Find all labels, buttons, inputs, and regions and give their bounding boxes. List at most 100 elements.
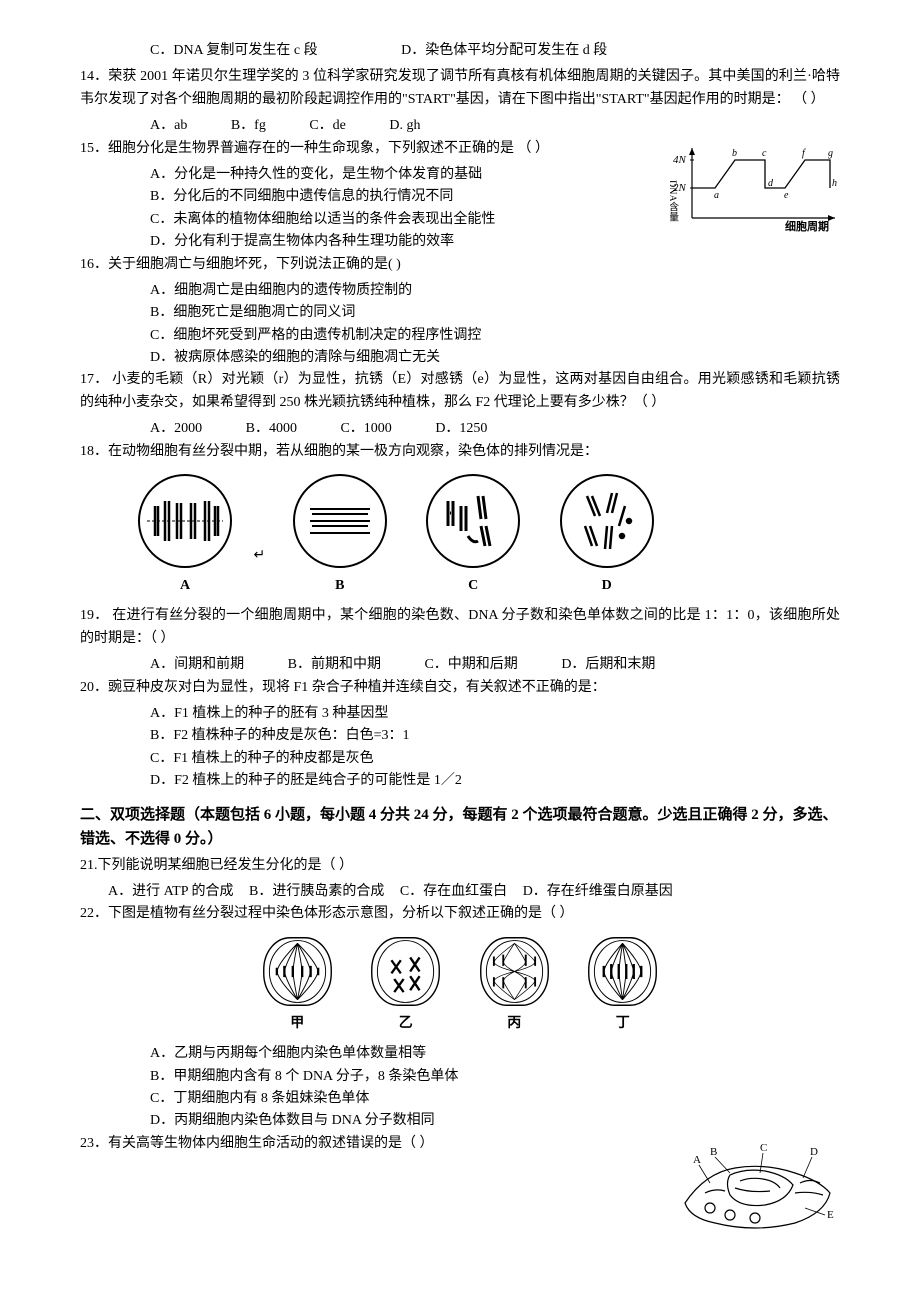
svg-text:4N: 4N xyxy=(673,154,687,166)
q14-num: 14． xyxy=(80,69,108,84)
q22-optb: B．甲期细胞内含有 8 个 DNA 分子，8 条染色单体 xyxy=(80,1066,840,1088)
q17-opta: A．2000 xyxy=(150,418,202,440)
q23-num: 23． xyxy=(80,1136,108,1151)
q20-text: 豌豆种皮灰对白为显性，现将 F1 杂合子种植并连续自交，有关叙述不正确的是： xyxy=(108,680,606,695)
q22-label-2: 丙 xyxy=(477,1013,552,1035)
svg-text:A: A xyxy=(693,1154,701,1166)
q17-optb: B．4000 xyxy=(246,418,297,440)
q21-text: 下列能说明某细胞已经发生分化的是（ ） xyxy=(98,858,354,873)
q20-num: 20． xyxy=(80,680,108,695)
q22-label-3: 丁 xyxy=(585,1013,660,1035)
svg-text:h: h xyxy=(832,178,837,189)
svg-text:a: a xyxy=(714,190,719,201)
q17-text: 小麦的毛颖（R）对光颖（r）为显性，抗锈（E）对感锈（e）为显性，这两对基因自由… xyxy=(80,372,840,409)
q17-optd: D．1250 xyxy=(435,418,487,440)
q22-cell-ding: 丁 xyxy=(585,934,660,1035)
q18-label-c: C xyxy=(423,575,523,597)
q21-num: 21. xyxy=(80,858,98,873)
q15-num: 15． xyxy=(80,141,108,156)
q16-num: 16． xyxy=(80,257,108,272)
q14-options: A．ab B．fg C．de D. gh xyxy=(80,115,840,137)
q19-optc: C．中期和后期 xyxy=(424,654,517,676)
q20-opta: A．F1 植株上的种子的胚有 3 种基因型 xyxy=(80,703,840,725)
q22-num: 22． xyxy=(80,906,108,921)
q14-optc: C．de xyxy=(309,115,346,137)
q14-text: 荣获 2001 年诺贝尔生理学奖的 3 位科学家研究发现了调节所有真核有机体细胞… xyxy=(80,69,840,106)
q21: 21.下列能说明某细胞已经发生分化的是（ ） xyxy=(80,855,840,877)
q17-optc: C．1000 xyxy=(340,418,391,440)
q22-figures: 甲 乙 xyxy=(80,934,840,1035)
q18: 18．在动物细胞有丝分裂中期，若从细胞的某一极方向观察，染色体的排列情况是： xyxy=(80,441,840,463)
q23-diagram: A B C D E xyxy=(675,1133,840,1251)
q19-optb: B．前期和中期 xyxy=(288,654,381,676)
q16-optc: C．细胞坏死受到严格的由遗传机制决定的程序性调控 xyxy=(80,325,840,347)
svg-text:B: B xyxy=(710,1146,717,1158)
svg-text:细胞周期: 细胞周期 xyxy=(785,219,829,233)
q16: 16．关于细胞凋亡与细胞坏死，下列说法正确的是( ) xyxy=(80,254,840,276)
q20-optb: B．F2 植株种子的种皮是灰色：白色=3：1 xyxy=(80,725,840,747)
svg-text:E: E xyxy=(827,1209,834,1221)
q17-options: A．2000 B．4000 C．1000 D．1250 xyxy=(80,418,840,440)
q21-optd: D．存在纤维蛋白原基因 xyxy=(523,884,673,899)
q18-label-b: B xyxy=(290,575,390,597)
q14: 14．荣获 2001 年诺贝尔生理学奖的 3 位科学家研究发现了调节所有真核有机… xyxy=(80,66,840,111)
q15-text: 细胞分化是生物界普遍存在的一种生命现象，下列叙述不正确的是 （ ） xyxy=(108,141,549,156)
q22-cell-yi: 乙 xyxy=(368,934,443,1035)
q18-cell-c: C xyxy=(423,471,523,597)
q20-optd: D．F2 植株上的种子的胚是纯合子的可能性是 1／2 xyxy=(80,770,840,792)
q16-optb: B．细胞死亡是细胞凋亡的同义词 xyxy=(80,302,840,324)
q19-num: 19． xyxy=(80,608,108,623)
svg-text:C: C xyxy=(760,1142,767,1154)
q22-cell-bing: 丙 xyxy=(477,934,552,1035)
q22-optd: D．丙期细胞内染色体数目与 DNA 分子数相同 xyxy=(80,1110,840,1132)
svg-text:g: g xyxy=(828,148,833,159)
q19-opta: A．间期和前期 xyxy=(150,654,244,676)
q16-opta: A．细胞凋亡是由细胞内的遗传物质控制的 xyxy=(80,280,840,302)
q18-label-a: A xyxy=(135,575,235,597)
q17: 17． 小麦的毛颖（R）对光颖（r）为显性，抗锈（E）对感锈（e）为显性，这两对… xyxy=(80,369,840,414)
q16-optd: D．被病原体感染的细胞的清除与细胞凋亡无关 xyxy=(80,347,840,369)
q19-optd: D．后期和末期 xyxy=(561,654,655,676)
q21-opta: A．进行 ATP 的合成 xyxy=(108,884,234,899)
section2-title: 二、双项选择题（本题包括 6 小题，每小题 4 分共 24 分，每题有 2 个选… xyxy=(80,803,840,851)
q22-label-0: 甲 xyxy=(260,1013,335,1035)
q21-optc: C．存在血红蛋白 xyxy=(400,884,507,899)
q20: 20．豌豆种皮灰对白为显性，现将 F1 杂合子种植并连续自交，有关叙述不正确的是… xyxy=(80,677,840,699)
q18-cell-a: A xyxy=(135,471,235,597)
svg-text:f: f xyxy=(802,148,806,159)
q22-optc: C．丁期细胞内有 8 条姐妹染色单体 xyxy=(80,1088,840,1110)
q19-text: 在进行有丝分裂的一个细胞周期中，某个细胞的染色数、DNA 分子数和染色单体数之间… xyxy=(80,608,840,645)
q18-text: 在动物细胞有丝分裂中期，若从细胞的某一极方向观察，染色体的排列情况是： xyxy=(108,444,598,459)
q21-optb: B．进行胰岛素的合成 xyxy=(249,884,384,899)
dna-cycle-diagram: 4N 2N DNA含量 a b c d e f g h 细胞周期 xyxy=(670,138,840,241)
q22-opta: A．乙期与丙期每个细胞内染色单体数量相等 xyxy=(80,1043,840,1065)
q19-options: A．间期和前期 B．前期和中期 C．中期和后期 D．后期和末期 xyxy=(80,654,840,676)
q18-label-d: D xyxy=(557,575,657,597)
q13-optd: D．染色体平均分配可发生在 d 段 xyxy=(401,43,607,58)
q22-label-1: 乙 xyxy=(368,1013,443,1035)
q18-cell-d: D xyxy=(557,471,657,597)
svg-text:e: e xyxy=(784,190,789,201)
q14-optb: B．fg xyxy=(231,115,266,137)
q18-cell-b: B xyxy=(290,471,390,597)
q22-cell-jia: 甲 xyxy=(260,934,335,1035)
svg-text:b: b xyxy=(732,148,737,159)
q16-text: 关于细胞凋亡与细胞坏死，下列说法正确的是( ) xyxy=(108,257,401,272)
q20-optc: C．F1 植株上的种子的种皮都是灰色 xyxy=(80,748,840,770)
q22: 22．下图是植物有丝分裂过程中染色体形态示意图，分析以下叙述正确的是（ ） xyxy=(80,903,840,925)
q14-opta: A．ab xyxy=(150,115,187,137)
q23-text: 有关高等生物体内细胞生命活动的叙述错误的是（ ） xyxy=(108,1136,434,1151)
q14-optd: D. gh xyxy=(389,115,420,137)
svg-text:DNA含量: DNA含量 xyxy=(670,180,679,222)
q17-num: 17． xyxy=(80,372,109,387)
q19: 19． 在进行有丝分裂的一个细胞周期中，某个细胞的染色数、DNA 分子数和染色单… xyxy=(80,605,840,650)
q18-figures: A ↵ B C xyxy=(80,471,840,597)
q21-options: A．进行 ATP 的合成 B．进行胰岛素的合成 C．存在血红蛋白 D．存在纤维蛋… xyxy=(80,881,840,903)
svg-text:c: c xyxy=(762,148,767,159)
q13-optc: C．DNA 复制可发生在 c 段 xyxy=(150,43,318,58)
q22-text: 下图是植物有丝分裂过程中染色体形态示意图，分析以下叙述正确的是（ ） xyxy=(108,906,574,921)
q13-options: C．DNA 复制可发生在 c 段 D．染色体平均分配可发生在 d 段 xyxy=(80,40,840,62)
arrow-icon: ↵ xyxy=(254,545,266,567)
q18-num: 18． xyxy=(80,444,108,459)
svg-text:D: D xyxy=(810,1146,818,1158)
